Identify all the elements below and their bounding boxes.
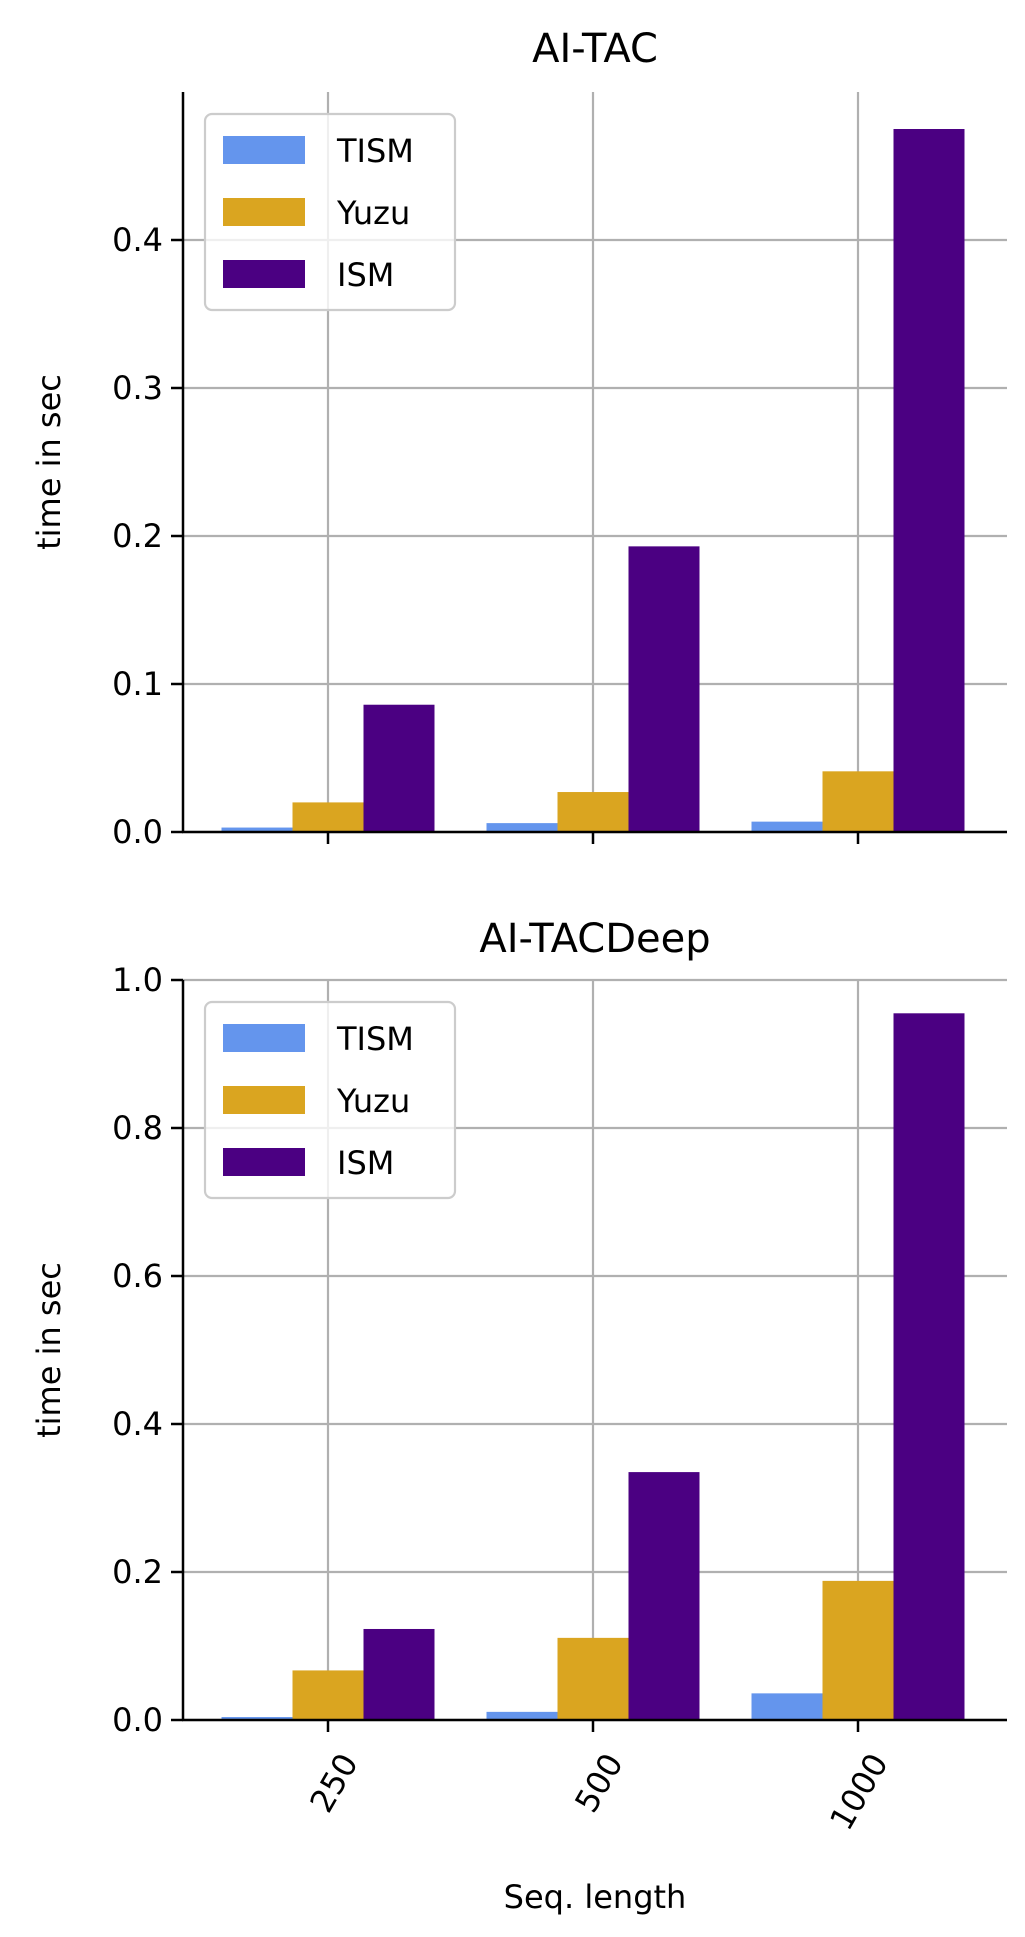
bar-tism-250 bbox=[221, 1717, 293, 1720]
bar-tism-1000 bbox=[751, 821, 823, 832]
bar-yuzu-1000 bbox=[822, 1580, 894, 1720]
legend-label-yuzu: Yuzu bbox=[336, 1082, 410, 1120]
bar-ism-1000 bbox=[893, 129, 965, 832]
legend-swatch-tism bbox=[223, 1024, 305, 1052]
legend-label-ism: ISM bbox=[337, 256, 394, 294]
y-tick-label: 0.4 bbox=[112, 1405, 163, 1443]
bar-tism-500 bbox=[486, 823, 558, 832]
y-tick-label: 0.1 bbox=[112, 665, 163, 703]
bar-tism-250 bbox=[221, 827, 293, 832]
bar-ism-500 bbox=[628, 546, 700, 832]
y-axis-label: time in sec bbox=[30, 374, 68, 550]
y-tick-label: 0.6 bbox=[112, 1257, 163, 1295]
bar-yuzu-250 bbox=[292, 1670, 364, 1720]
bar-yuzu-500 bbox=[557, 792, 629, 832]
y-tick-label: 0.4 bbox=[112, 221, 163, 259]
legend: TISM Yuzu ISM bbox=[203, 1000, 457, 1200]
legend-swatch-ism bbox=[223, 1148, 305, 1176]
legend: TISM Yuzu ISM bbox=[203, 112, 457, 312]
legend-label-yuzu: Yuzu bbox=[336, 194, 410, 232]
y-tick-label: 0.8 bbox=[112, 1109, 163, 1147]
bar-tism-500 bbox=[486, 1711, 558, 1720]
y-tick-label: 0.0 bbox=[112, 1701, 163, 1739]
legend-swatch-tism bbox=[223, 136, 305, 164]
y-tick-label: 1.0 bbox=[112, 961, 163, 999]
y-axis-label: time in sec bbox=[30, 1262, 68, 1438]
bar-yuzu-500 bbox=[557, 1637, 629, 1720]
bar-tism-1000 bbox=[751, 1693, 823, 1720]
legend-swatch-yuzu bbox=[223, 1086, 305, 1114]
bar-yuzu-1000 bbox=[822, 771, 894, 832]
legend-label-tism: TISM bbox=[336, 132, 414, 170]
chart-title: AI-TAC bbox=[532, 26, 658, 72]
bar-ism-250 bbox=[363, 1628, 435, 1720]
bar-ism-250 bbox=[363, 704, 435, 832]
legend-label-tism: TISM bbox=[336, 1020, 414, 1058]
bar-ism-1000 bbox=[893, 1013, 965, 1720]
bar-ism-500 bbox=[628, 1472, 700, 1720]
legend-swatch-yuzu bbox=[223, 198, 305, 226]
chart-ai-tac: 0.0 0.1 0.2 0.3 0.4 AI-TAC time in sec TISM Yuzu… bbox=[30, 26, 1007, 851]
legend-label-ism: ISM bbox=[337, 1144, 394, 1182]
x-axis-label: Seq. length bbox=[504, 1878, 687, 1916]
y-tick-label: 0.0 bbox=[112, 813, 163, 851]
chart-title: AI-TACDeep bbox=[479, 916, 710, 962]
bar-yuzu-250 bbox=[292, 802, 364, 832]
legend-swatch-ism bbox=[223, 260, 305, 288]
y-tick-label: 0.3 bbox=[112, 369, 163, 407]
y-tick-label: 0.2 bbox=[112, 1553, 163, 1591]
y-tick-label: 0.2 bbox=[112, 517, 163, 555]
